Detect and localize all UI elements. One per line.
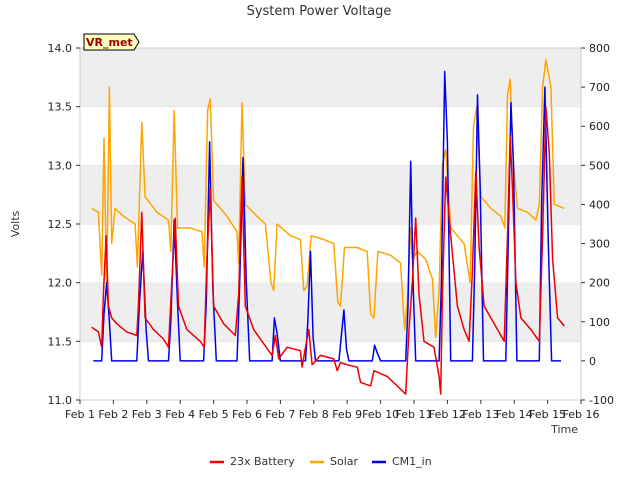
- x-tick-label: Feb 1: [65, 408, 95, 421]
- x-tick-label: Feb 11: [396, 408, 433, 421]
- y-right-tick-label: 400: [589, 198, 610, 211]
- grid-band: [80, 282, 581, 342]
- y-right-tick-label: -100: [589, 394, 614, 407]
- y-axis-label: Volts: [9, 210, 22, 237]
- series-line-solar: [91, 58, 565, 339]
- vr-met-label: VR_met: [86, 36, 133, 49]
- y-left-tick-label: 11.5: [48, 335, 73, 348]
- x-tick-label: Feb 2: [98, 408, 128, 421]
- x-tick-label: Feb 3: [132, 408, 162, 421]
- y-axis-left-ticks: 11.0 11.5 12.0 12.5 13.0 13.5 14.0: [48, 42, 80, 407]
- y-right-tick-label: 200: [589, 277, 610, 290]
- y-right-tick-label: 500: [589, 159, 610, 172]
- x-axis-label: Time: [550, 423, 578, 436]
- grid-band: [80, 106, 581, 166]
- legend-label-23x-battery: 23x Battery: [230, 455, 295, 468]
- x-tick-label: Feb 16: [563, 408, 600, 421]
- y-right-tick-label: 300: [589, 238, 610, 251]
- grid-band: [80, 48, 581, 107]
- y-left-tick-label: 13.5: [48, 101, 73, 114]
- grid-band: [80, 341, 581, 400]
- series-line-23x-battery: [91, 105, 565, 395]
- x-tick-label: Feb 10: [362, 408, 399, 421]
- y-right-tick-label: 700: [589, 81, 610, 94]
- y-right-tick-label: 800: [589, 42, 610, 55]
- x-tick-label: Feb 7: [265, 408, 295, 421]
- x-tick-label: Feb 12: [429, 408, 466, 421]
- legend-label-cm1-in: CM1_in: [392, 455, 432, 468]
- grid-bands: [80, 47, 581, 400]
- chart-title: System Power Voltage: [247, 4, 392, 19]
- x-tick-label: Feb 15: [529, 408, 566, 421]
- y-right-tick-label: 600: [589, 120, 610, 133]
- y-right-tick-label: 0: [589, 355, 596, 368]
- y-left-tick-label: 12.5: [48, 218, 73, 231]
- x-tick-label: Feb 8: [299, 408, 329, 421]
- y-axis-right-ticks: -100 0 100 200 300 400 500 600 700 800: [581, 42, 614, 407]
- grid-band: [80, 224, 581, 283]
- x-tick-label: Feb 6: [232, 408, 262, 421]
- x-tick-label: Feb 13: [462, 408, 499, 421]
- y-left-tick-label: 12.0: [48, 277, 73, 290]
- x-tick-label: Feb 5: [199, 408, 229, 421]
- y-left-tick-label: 11.0: [48, 394, 73, 407]
- y-left-tick-label: 14.0: [48, 42, 73, 55]
- x-tick-label: Feb 9: [332, 408, 362, 421]
- vr-met-badge: VR_met: [83, 33, 140, 51]
- x-tick-label: Feb 4: [165, 408, 195, 421]
- x-tick-label: Feb 14: [496, 408, 533, 421]
- y-right-tick-label: 100: [589, 316, 610, 329]
- legend: 23x Battery Solar CM1_in: [210, 455, 432, 468]
- x-axis-ticks: Feb 1 Feb 2 Feb 3 Feb 4 Feb 5 Feb 6 Feb 7 Feb 8…: [65, 400, 599, 421]
- series-lines: [91, 58, 565, 395]
- legend-label-solar: Solar: [330, 455, 359, 468]
- y-left-tick-label: 13.0: [48, 159, 73, 172]
